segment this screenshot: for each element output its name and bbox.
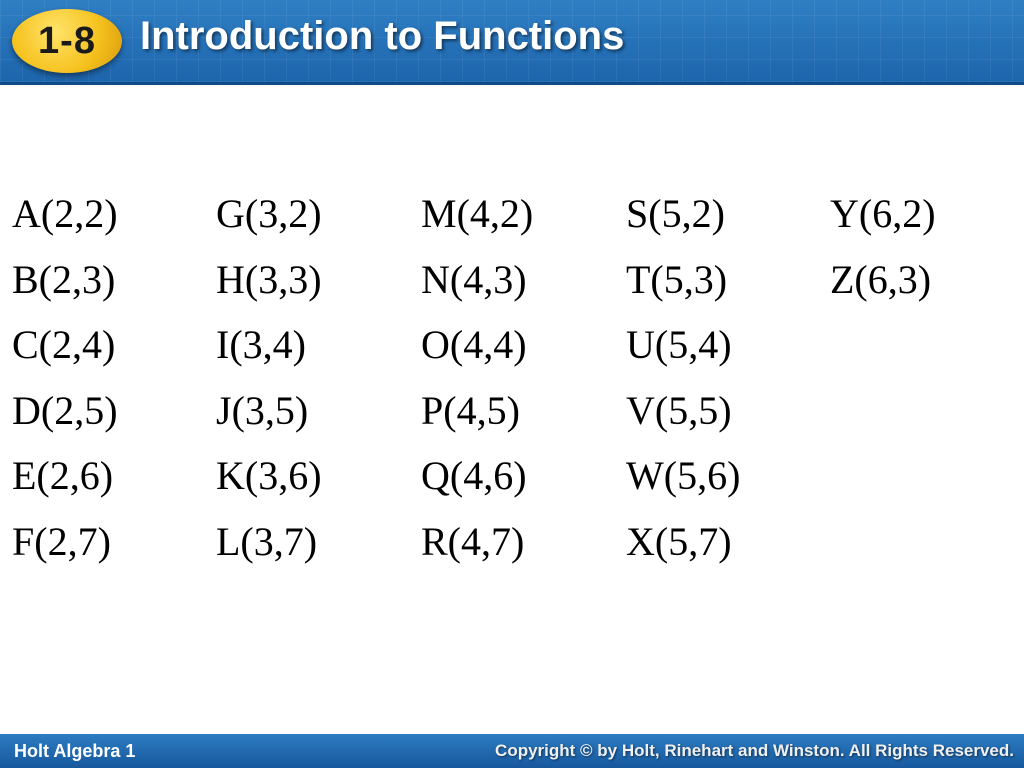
point-row: B(2,3) H(3,3) N(4,3) T(5,3) Z(6,3): [12, 254, 1012, 320]
point-f: F(2,7): [12, 518, 111, 564]
point-d: D(2,5): [12, 387, 118, 433]
point-list: A(2,2) G(3,2) M(4,2) S(5,2) Y(6,2) B(2,3…: [12, 188, 1012, 581]
point-h: H(3,3): [216, 256, 322, 302]
footer-book-title: Holt Algebra 1: [14, 741, 136, 761]
point-s: S(5,2): [626, 191, 725, 236]
point-row: C(2,4) I(3,4) O(4,4) U(5,4): [12, 319, 1012, 385]
point-i: I(3,4): [216, 322, 306, 367]
point-e: E(2,6): [12, 453, 114, 498]
point-b: B(2,3): [12, 256, 116, 302]
page-title: Introduction to Functions: [140, 14, 625, 58]
header-bar: 1-8 Introduction to Functions: [0, 0, 1024, 85]
point-row: D(2,5) J(3,5) P(4,5) V(5,5): [12, 385, 1012, 451]
point-t: T(5,3): [626, 256, 728, 302]
point-r: R(4,7): [421, 518, 525, 564]
point-a: A(2,2): [12, 191, 118, 236]
point-row: A(2,2) G(3,2) M(4,2) S(5,2) Y(6,2): [12, 188, 1012, 254]
point-u: U(5,4): [626, 322, 732, 367]
point-n: N(4,3): [421, 256, 527, 302]
point-l: L(3,7): [216, 518, 318, 564]
point-z: Z(6,3): [830, 256, 932, 302]
point-j: J(3,5): [216, 387, 309, 433]
lesson-badge: 1-8: [12, 9, 122, 73]
point-o: O(4,4): [421, 322, 527, 367]
point-v: V(5,5): [626, 387, 732, 433]
point-y: Y(6,2): [830, 191, 936, 236]
point-k: K(3,6): [216, 453, 322, 498]
point-c: C(2,4): [12, 322, 116, 367]
point-m: M(4,2): [421, 191, 534, 236]
point-w: W(5,6): [626, 453, 741, 498]
point-p: P(4,5): [421, 387, 520, 433]
point-x: X(5,7): [626, 518, 732, 564]
footer-bar: Holt Algebra 1 Copyright © by Holt, Rine…: [0, 734, 1024, 768]
point-row: E(2,6) K(3,6) Q(4,6) W(5,6): [12, 450, 1012, 516]
point-row: F(2,7) L(3,7) R(4,7) X(5,7): [12, 516, 1012, 582]
point-q: Q(4,6): [421, 453, 527, 498]
lesson-number: 1-8: [38, 19, 96, 62]
point-g: G(3,2): [216, 191, 322, 236]
footer-copyright: Copyright © by Holt, Rinehart and Winsto…: [495, 741, 1014, 760]
